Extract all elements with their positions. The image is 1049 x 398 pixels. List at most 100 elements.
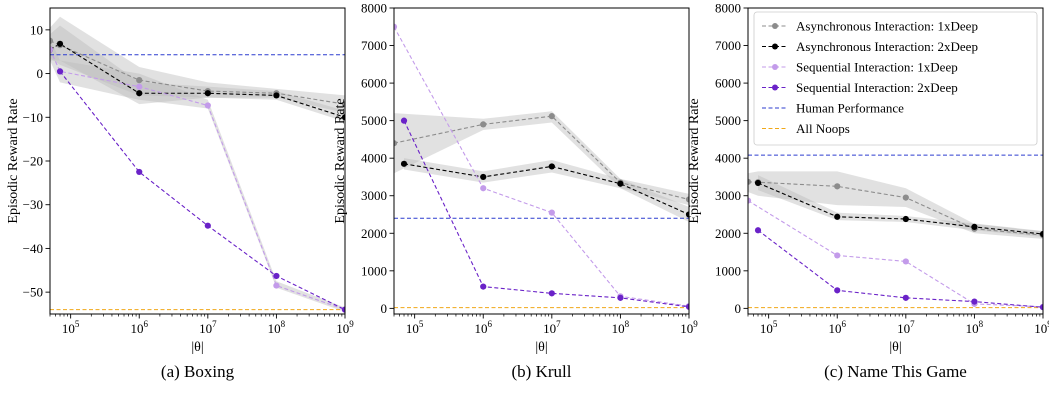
- seq2-point: [617, 294, 624, 301]
- async2-point: [136, 90, 143, 97]
- async2-point: [400, 160, 408, 167]
- x-tick-label: 107: [543, 319, 561, 336]
- legend-entry-seq2: Sequential Interaction: 2xDeep: [762, 80, 958, 95]
- y-tick-label: 3000: [361, 188, 387, 203]
- x-tick-label: 108: [268, 319, 286, 336]
- x-tick-label: 108: [966, 319, 984, 336]
- async2-point: [204, 90, 211, 97]
- seq1-point: [136, 83, 143, 90]
- y-tick-label: −30: [23, 197, 43, 212]
- legend-marker: [772, 64, 778, 70]
- y-axis-label: Episodic Reward Rate: [6, 98, 21, 223]
- legend-entry-human: Human Performance: [762, 101, 904, 116]
- y-tick-label: 6000: [361, 76, 387, 91]
- seq2-point: [754, 227, 762, 234]
- async2-point: [834, 213, 841, 220]
- seq2-point: [56, 68, 64, 75]
- async1-point: [341, 101, 345, 108]
- legend: Asynchronous Interaction: 1xDeep Asynchro…: [753, 11, 1038, 146]
- x-tick-label: 107: [199, 319, 217, 336]
- seq2-point: [685, 303, 689, 310]
- seq1-point: [834, 252, 841, 259]
- y-ticks: 0 1000 2000 3000 4000 5000 6000 7000 8000: [361, 1, 394, 316]
- seq1-point: [204, 102, 211, 109]
- legend-label: Sequential Interaction: 2xDeep: [796, 80, 958, 95]
- seq2-line: [757, 229, 1043, 308]
- x-tick-label: 105: [62, 319, 80, 336]
- y-tick-label: −50: [23, 285, 43, 300]
- async2-point: [902, 215, 909, 223]
- x-ticks: 105 106 107 108 109: [49, 314, 354, 336]
- y-tick-label: 7000: [715, 38, 741, 53]
- seq1-point: [480, 185, 487, 192]
- async1-point: [548, 113, 555, 120]
- seq1-point: [394, 23, 398, 30]
- y-tick-label: 5000: [715, 113, 741, 128]
- x-tick-label: 106: [828, 319, 846, 336]
- y-tick-label: 3000: [715, 188, 741, 203]
- y-tick-label: 2000: [715, 226, 741, 241]
- series-points: [748, 178, 1043, 311]
- seq2-point: [902, 294, 909, 301]
- seq2-point: [971, 298, 978, 305]
- y-tick-label: 4000: [715, 151, 741, 166]
- x-tick-label: 106: [130, 319, 148, 336]
- legend-label: All Noops: [796, 121, 850, 136]
- x-axis-label: |θ|: [191, 340, 203, 355]
- panel-caption: (a) Boxing: [161, 362, 235, 381]
- seq2-point: [273, 272, 280, 280]
- async1-band: [748, 171, 1043, 239]
- y-tick-label: 7000: [361, 38, 387, 53]
- y-tick-label: 2000: [361, 226, 387, 241]
- seq2-point: [1039, 304, 1043, 311]
- reference-lines: [394, 217, 689, 309]
- legend-entry-noops: All Noops: [762, 121, 850, 136]
- y-tick-label: 6000: [715, 76, 741, 91]
- y-tick-label: 0: [381, 301, 388, 316]
- uncertainty-bands: [394, 111, 689, 223]
- async2-band: [404, 158, 689, 223]
- reference-lines: [50, 54, 345, 311]
- y-ticks: 0 1000 2000 3000 4000 5000 6000 7000 8000: [715, 1, 748, 316]
- uncertainty-bands: [50, 16, 345, 312]
- legend-box: [753, 11, 1038, 146]
- async2-band: [50, 25, 345, 122]
- legend-entry-async2: Asynchronous Interaction: 2xDeep: [762, 39, 978, 54]
- y-tick-label: −10: [23, 110, 43, 125]
- async2-point: [754, 179, 762, 187]
- x-ticks: 105 106 107 108 109: [747, 314, 1049, 336]
- async1-point: [902, 194, 909, 201]
- y-tick-label: 4000: [361, 151, 387, 166]
- async1-band: [50, 16, 345, 113]
- y-tick-label: 8000: [361, 1, 387, 16]
- legend-label: Sequential Interaction: 1xDeep: [796, 60, 958, 75]
- seq2-point: [834, 287, 841, 294]
- legend-entry-async1: Asynchronous Interaction: 1xDeep: [762, 19, 978, 34]
- legend-label: Asynchronous Interaction: 2xDeep: [796, 39, 978, 54]
- async1-line: [394, 115, 689, 201]
- seq2-point: [480, 283, 487, 290]
- legend-marker: [772, 43, 778, 50]
- async1-point: [834, 183, 841, 190]
- legend-marker: [772, 84, 778, 91]
- seq2-point: [548, 290, 555, 297]
- y-tick-label: 0: [37, 66, 44, 81]
- seq1-point: [902, 258, 909, 265]
- x-axis-label: |θ|: [535, 340, 547, 355]
- seq1-point: [50, 46, 54, 53]
- panel-name-this-game: 105 106 107 108 109 0 1000 2000 3000 4000 5000 600…: [687, 1, 1049, 382]
- x-ticks: 105 106 107 108 109: [393, 314, 698, 336]
- seq1-point: [548, 209, 555, 216]
- uncertainty-bands: [748, 171, 1043, 239]
- seq2-point: [136, 168, 143, 176]
- y-tick-label: 8000: [715, 1, 741, 16]
- y-tick-label: 1000: [715, 263, 741, 278]
- async2-point: [971, 223, 978, 230]
- y-axis-label: Episodic Reward Rate: [687, 98, 702, 223]
- panel-caption: (b) Krull: [512, 362, 572, 381]
- async1-point: [50, 37, 54, 44]
- async2-band: [758, 175, 1043, 238]
- async1-point: [136, 77, 143, 84]
- y-tick-label: 0: [735, 301, 742, 316]
